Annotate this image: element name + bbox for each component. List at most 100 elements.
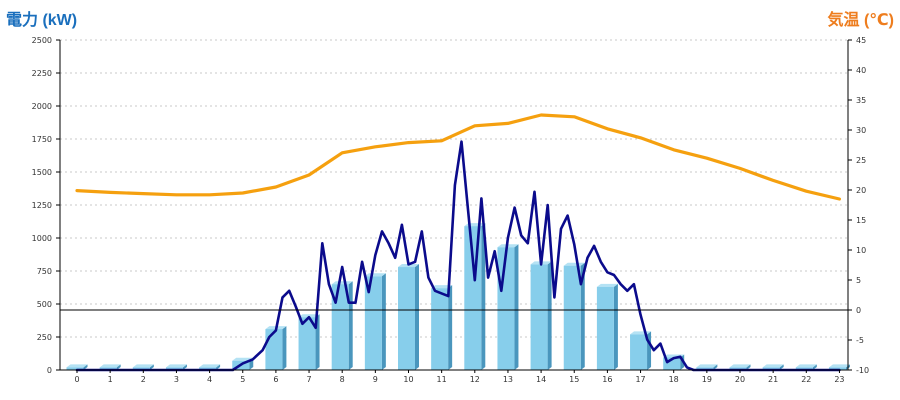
temperature-line — [75, 113, 842, 201]
left-tick-label: 500 — [37, 300, 52, 309]
bar-side — [282, 326, 287, 370]
bar — [630, 331, 652, 370]
x-tick-label: 11 — [437, 375, 447, 384]
power-bars — [66, 223, 850, 370]
bar-side — [448, 285, 453, 370]
bar-top — [165, 364, 187, 368]
bar — [199, 364, 221, 370]
bar-front — [199, 367, 217, 370]
bar-side — [580, 262, 585, 370]
bar-front — [298, 317, 316, 370]
tick-labels: 02505007501000125015001750200022502500-1… — [32, 36, 869, 384]
bar-side — [746, 364, 751, 370]
bar-front — [630, 334, 648, 370]
bar-side — [83, 364, 88, 370]
bar-front — [398, 267, 415, 370]
x-tick-label: 21 — [768, 375, 778, 384]
bar-front — [132, 367, 150, 370]
left-tick-label: 1250 — [32, 201, 52, 210]
x-tick-label: 6 — [273, 375, 278, 384]
bar-front — [66, 367, 84, 370]
x-tick-label: 15 — [569, 375, 579, 384]
bar-side — [812, 364, 817, 370]
bar-front — [497, 247, 515, 370]
left-tick-label: 0 — [47, 366, 52, 375]
bar-front — [563, 265, 581, 370]
bar-top — [795, 364, 817, 368]
x-tick-label: 2 — [141, 375, 146, 384]
bar-top — [596, 283, 618, 287]
right-axis-title: 気温 (℃) — [827, 12, 894, 29]
axes — [56, 39, 852, 373]
bar-side — [713, 364, 718, 370]
bar-top — [729, 364, 751, 368]
bar-front — [729, 367, 747, 370]
bar — [464, 223, 486, 370]
left-tick-label: 2000 — [32, 102, 52, 111]
left-tick-label: 2500 — [32, 36, 52, 45]
x-tick-label: 23 — [834, 375, 844, 384]
bar — [563, 262, 585, 370]
bar-front — [265, 329, 283, 370]
bar-side — [415, 264, 419, 370]
bar-side — [481, 223, 486, 370]
x-tick-label: 8 — [340, 375, 345, 384]
right-tick-label: 25 — [856, 156, 866, 165]
x-tick-label: 12 — [470, 375, 480, 384]
x-tick-label: 22 — [801, 375, 811, 384]
right-tick-label: 30 — [856, 126, 866, 135]
right-tick-label: 45 — [856, 36, 866, 45]
x-tick-label: 4 — [207, 375, 212, 384]
left-axis-title: 電力 (kW) — [6, 12, 78, 29]
bar-side — [547, 261, 552, 370]
bar-top — [563, 262, 585, 266]
bar-top — [364, 273, 386, 277]
left-tick-label: 2250 — [32, 69, 52, 78]
x-tick-label: 13 — [503, 375, 513, 384]
bar-front — [762, 367, 780, 370]
x-tick-label: 9 — [373, 375, 378, 384]
x-tick-label: 17 — [635, 375, 645, 384]
x-tick-label: 18 — [669, 375, 679, 384]
power-line — [75, 140, 841, 372]
bar — [398, 264, 419, 370]
bar-front — [696, 367, 714, 370]
bar-top — [431, 285, 453, 289]
bar-top — [99, 364, 121, 368]
bar — [99, 364, 121, 370]
bar-side — [514, 244, 519, 370]
right-tick-label: 0 — [856, 306, 861, 315]
gridlines — [60, 39, 848, 338]
bar — [331, 281, 353, 370]
bar — [729, 364, 751, 370]
bar-top — [762, 364, 784, 368]
left-tick-label: 250 — [37, 333, 52, 342]
bar-side — [381, 273, 386, 370]
left-tick-label: 750 — [37, 267, 52, 276]
bar-top — [828, 364, 850, 368]
bar-front — [828, 367, 846, 370]
right-tick-label: 10 — [856, 246, 866, 255]
bar-front — [331, 284, 349, 370]
x-tick-label: 3 — [174, 375, 179, 384]
bar-side — [216, 364, 221, 370]
bar — [795, 364, 817, 370]
bar — [696, 364, 718, 370]
x-tick-label: 14 — [536, 375, 546, 384]
left-tick-label: 1000 — [32, 234, 52, 243]
bar-front — [596, 286, 614, 370]
right-tick-label: 15 — [856, 216, 866, 225]
bar — [762, 364, 784, 370]
bar — [165, 364, 187, 370]
bar-front — [431, 288, 449, 370]
bar-side — [779, 364, 784, 370]
x-tick-label: 7 — [307, 375, 312, 384]
x-tick-label: 10 — [403, 375, 413, 384]
bar — [431, 285, 453, 370]
bar-front — [165, 367, 183, 370]
bar — [364, 273, 386, 370]
bar — [596, 283, 618, 370]
bar-top — [199, 364, 221, 368]
right-tick-label: 20 — [856, 186, 866, 195]
